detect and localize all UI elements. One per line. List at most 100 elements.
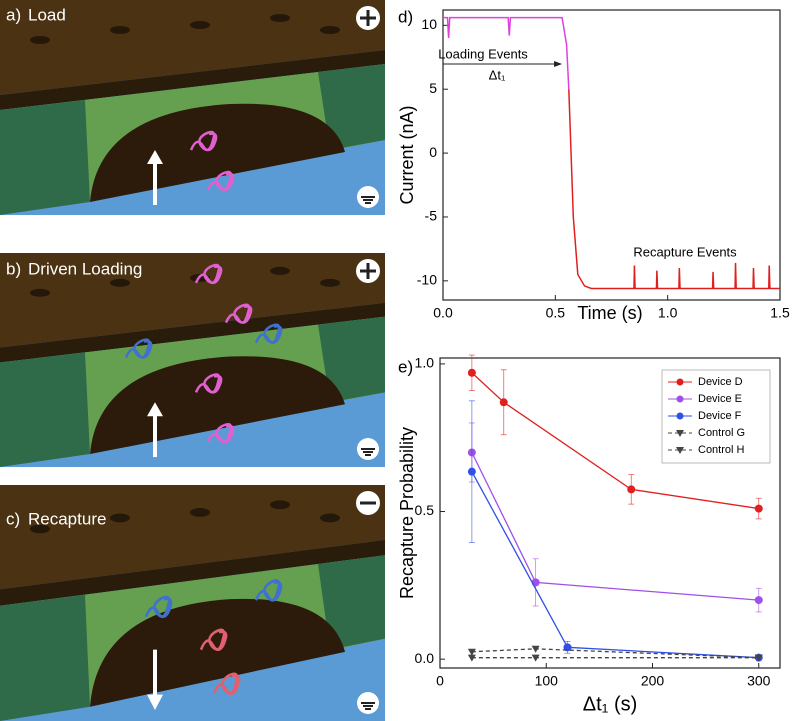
dna-coil xyxy=(254,579,283,602)
pore xyxy=(30,288,50,297)
x-tick-label: 200 xyxy=(641,673,665,689)
scene xyxy=(0,485,385,721)
plot-frame xyxy=(442,9,781,301)
membrane-edge xyxy=(0,302,385,363)
legend-marker xyxy=(676,447,684,454)
pore xyxy=(270,266,290,275)
pore xyxy=(320,26,340,34)
arrow-head xyxy=(147,402,163,417)
dna-coil xyxy=(194,373,223,394)
channel-wall xyxy=(0,594,90,721)
scene xyxy=(0,0,385,215)
y-tick-label: -5 xyxy=(425,208,438,224)
membrane-top xyxy=(0,253,385,348)
pore xyxy=(30,524,50,534)
pore xyxy=(110,26,130,34)
dna-coil xyxy=(224,303,253,324)
dna-coil xyxy=(124,338,153,359)
panel-label: Load xyxy=(28,5,66,24)
pore xyxy=(320,513,340,523)
pore xyxy=(190,21,210,29)
channel-wall xyxy=(318,555,385,650)
pore xyxy=(30,36,50,44)
illustration-panel xyxy=(0,0,385,215)
pore xyxy=(110,513,130,523)
membrane-edge xyxy=(0,50,385,110)
marker xyxy=(531,654,540,662)
pore xyxy=(320,278,340,287)
y-tick-label: 0 xyxy=(429,144,437,160)
marker xyxy=(563,643,572,652)
pore xyxy=(270,500,290,510)
legend-marker xyxy=(676,395,684,403)
y-tick-label: 0.5 xyxy=(415,502,435,518)
x-tick-label: 0.0 xyxy=(433,305,453,321)
marker xyxy=(467,368,476,377)
marker xyxy=(467,648,476,656)
x-axis-label: Δt₁ (s) xyxy=(583,693,638,715)
annotation: Recapture Events xyxy=(633,244,737,259)
dna-coil xyxy=(199,628,228,651)
pore xyxy=(270,14,290,22)
x-tick-label: 100 xyxy=(535,673,559,689)
panel-letter: e) xyxy=(398,357,413,376)
marker xyxy=(627,485,636,494)
y-axis-label: Recapture Probability xyxy=(397,427,417,599)
x-tick-label: 0 xyxy=(436,673,444,689)
marker xyxy=(499,398,508,407)
x-tick-label: 0.5 xyxy=(546,305,566,321)
legend-marker xyxy=(676,378,684,386)
series-line xyxy=(471,452,759,601)
marker xyxy=(754,596,763,605)
dna-coil xyxy=(254,323,283,344)
legend-marker xyxy=(676,430,684,437)
y-tick-label: 1.0 xyxy=(415,355,435,371)
channel-wall xyxy=(0,352,90,467)
y-tick-label: -10 xyxy=(417,272,437,288)
legend-label: Device D xyxy=(698,376,743,388)
marker xyxy=(754,654,763,662)
arrow-head xyxy=(147,694,163,711)
membrane-top xyxy=(0,485,385,590)
series-line xyxy=(471,471,759,659)
legend-label: Device E xyxy=(698,393,742,405)
arrow-head xyxy=(147,150,163,164)
dna-coil xyxy=(194,263,223,285)
panel-letter: b) xyxy=(6,259,21,278)
panel-letter: d) xyxy=(398,7,413,26)
panel-letter: c) xyxy=(6,509,20,528)
illustrations xyxy=(0,0,385,721)
x-tick-label: 1.0 xyxy=(658,305,678,321)
series-line xyxy=(471,372,759,510)
plot-frame xyxy=(439,357,781,669)
y-axis-label: Current (nA) xyxy=(397,105,417,204)
pore xyxy=(110,278,130,287)
series-line xyxy=(568,89,780,290)
y-tick-label: 10 xyxy=(421,16,437,32)
illustration-panel xyxy=(0,485,385,721)
pore xyxy=(190,508,210,517)
marker xyxy=(531,645,540,653)
dna-coil xyxy=(212,672,241,695)
panel-label: Recapture xyxy=(28,509,106,528)
channel-wall xyxy=(318,64,385,150)
series-line xyxy=(443,16,570,90)
dna-coil xyxy=(206,170,235,192)
channel-wall xyxy=(318,316,385,403)
legend-label: Device F xyxy=(698,410,742,422)
membrane-top xyxy=(0,0,385,95)
y-tick-label: 0.0 xyxy=(415,650,435,666)
annotation-arrow-head xyxy=(554,61,563,67)
channel-wall xyxy=(0,100,90,215)
panel-letter: a) xyxy=(6,5,21,24)
legend-marker xyxy=(676,412,684,420)
x-axis-label: Time (s) xyxy=(577,303,642,323)
marker xyxy=(467,467,476,476)
membrane-edge xyxy=(0,539,385,606)
panel-label: Driven Loading xyxy=(28,259,142,278)
dna-coil xyxy=(206,422,235,444)
x-tick-label: 300 xyxy=(747,673,771,689)
x-tick-label: 1.5 xyxy=(770,305,790,321)
scene xyxy=(0,253,385,467)
